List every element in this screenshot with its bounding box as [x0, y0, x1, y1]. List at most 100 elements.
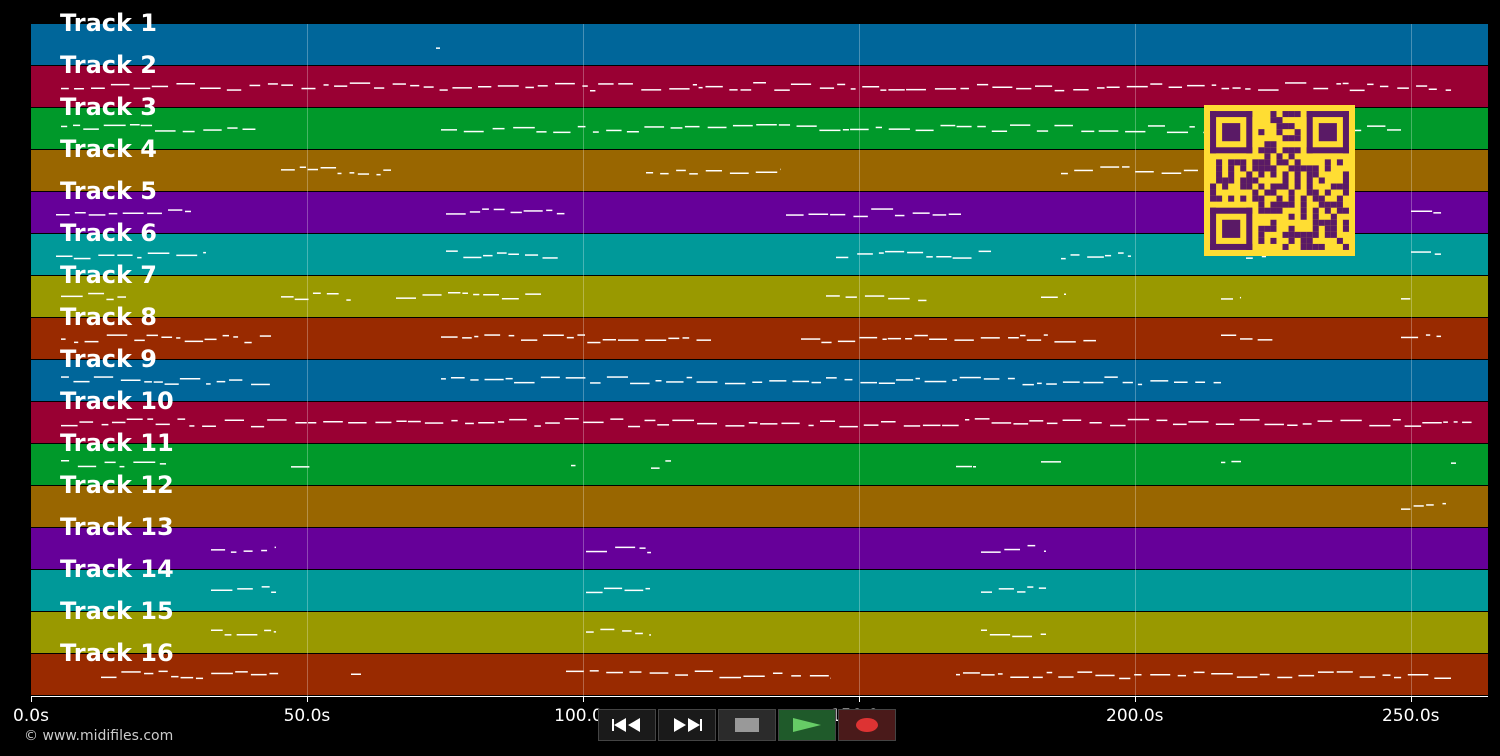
- midi-note: [880, 89, 887, 91]
- track-lane[interactable]: [31, 528, 1488, 569]
- midi-note: [176, 83, 195, 85]
- record-button[interactable]: [838, 709, 896, 741]
- qr-code-icon: [1204, 105, 1355, 256]
- track-lane[interactable]: [31, 402, 1488, 443]
- midi-note: [582, 85, 588, 87]
- midi-note: [129, 124, 140, 126]
- midi-note: [226, 89, 242, 91]
- track-lane[interactable]: [31, 570, 1488, 611]
- midi-note: [618, 83, 633, 85]
- midi-note: [1401, 336, 1419, 339]
- midi-note: [1287, 424, 1298, 426]
- copyright-text: © www.midifiles.com: [24, 728, 174, 744]
- midi-note: [729, 89, 738, 91]
- midi-note: [1443, 421, 1448, 423]
- track-label: Track 3: [60, 93, 158, 121]
- midi-note: [1336, 83, 1342, 85]
- midi-note: [1231, 460, 1241, 463]
- midi-note: [819, 87, 835, 89]
- midi-note: [1277, 676, 1293, 679]
- tick-mark: [1134, 696, 1136, 702]
- midi-note: [211, 589, 233, 591]
- transport-controls: [598, 709, 902, 741]
- midi-note: [423, 86, 434, 88]
- midi-note: [1462, 421, 1472, 424]
- midi-notes-overlay: [56, 47, 1472, 680]
- midi-note: [1061, 172, 1068, 175]
- midi-note: [976, 83, 989, 86]
- midi-note: [705, 170, 722, 172]
- midi-note: [974, 418, 990, 420]
- track-lane[interactable]: [31, 444, 1488, 485]
- midi-note: [465, 422, 474, 425]
- midi-note: [842, 129, 849, 131]
- midi-note: [1367, 125, 1386, 127]
- play-button[interactable]: [778, 709, 836, 741]
- midi-note: [1340, 419, 1362, 422]
- midi-note: [1425, 334, 1431, 336]
- midi-note: [1022, 383, 1034, 386]
- midi-note: [202, 425, 216, 427]
- midi-note: [606, 671, 623, 674]
- midi-note: [474, 335, 479, 338]
- midi-note: [740, 89, 752, 91]
- tick-mark: [858, 696, 860, 702]
- midi-note: [508, 334, 515, 337]
- track-label: Track 8: [60, 303, 158, 331]
- midi-note: [77, 465, 97, 468]
- midi-note: [410, 84, 420, 87]
- track-lane[interactable]: [31, 66, 1488, 107]
- midi-note: [407, 420, 421, 423]
- midi-note: [1150, 83, 1163, 85]
- midi-note: [376, 173, 381, 176]
- midi-note: [482, 208, 489, 210]
- midi-note: [991, 422, 1012, 424]
- midi-note: [264, 629, 272, 632]
- midi-note: [349, 82, 371, 84]
- track-label: Track 12: [60, 471, 174, 499]
- midi-note: [1036, 130, 1049, 132]
- track-lane[interactable]: [31, 654, 1488, 695]
- midi-note: [1037, 382, 1042, 385]
- stop-button[interactable]: [718, 709, 776, 741]
- midi-note: [912, 212, 930, 214]
- midi-note: [729, 172, 749, 174]
- stop-icon: [735, 718, 759, 732]
- midi-note: [351, 673, 361, 675]
- midi-note: [251, 383, 270, 386]
- track-lane[interactable]: [31, 486, 1488, 527]
- midi-note: [1434, 253, 1441, 255]
- fast-forward-button[interactable]: [658, 709, 716, 741]
- midi-note: [871, 208, 894, 210]
- midi-note: [177, 418, 186, 420]
- midi-note: [922, 424, 941, 427]
- midi-note: [73, 380, 90, 383]
- midi-note: [780, 168, 781, 171]
- midi-note: [259, 335, 272, 337]
- midi-note: [211, 672, 233, 675]
- midi-note: [1004, 548, 1021, 551]
- midi-note: [1221, 334, 1237, 336]
- midi-note: [600, 628, 615, 631]
- midi-note: [1089, 422, 1102, 424]
- midi-note: [850, 88, 856, 90]
- midi-note: [1379, 85, 1389, 88]
- track-lane[interactable]: [31, 276, 1488, 317]
- midi-note: [496, 252, 507, 254]
- midi-note: [1258, 89, 1279, 91]
- midi-note: [997, 673, 1003, 675]
- midi-note: [936, 256, 952, 258]
- track-lane[interactable]: [31, 24, 1488, 65]
- midi-note: [117, 296, 127, 298]
- play-icon: [793, 718, 821, 732]
- midi-note: [249, 84, 261, 87]
- rewind-button[interactable]: [598, 709, 656, 741]
- track-lane[interactable]: [31, 360, 1488, 401]
- midi-note: [670, 127, 683, 129]
- midi-note: [622, 630, 632, 632]
- midi-note: [1125, 130, 1146, 133]
- midi-note: [151, 85, 169, 88]
- midi-note: [537, 85, 548, 87]
- midi-note: [147, 252, 170, 254]
- midi-note: [291, 466, 310, 468]
